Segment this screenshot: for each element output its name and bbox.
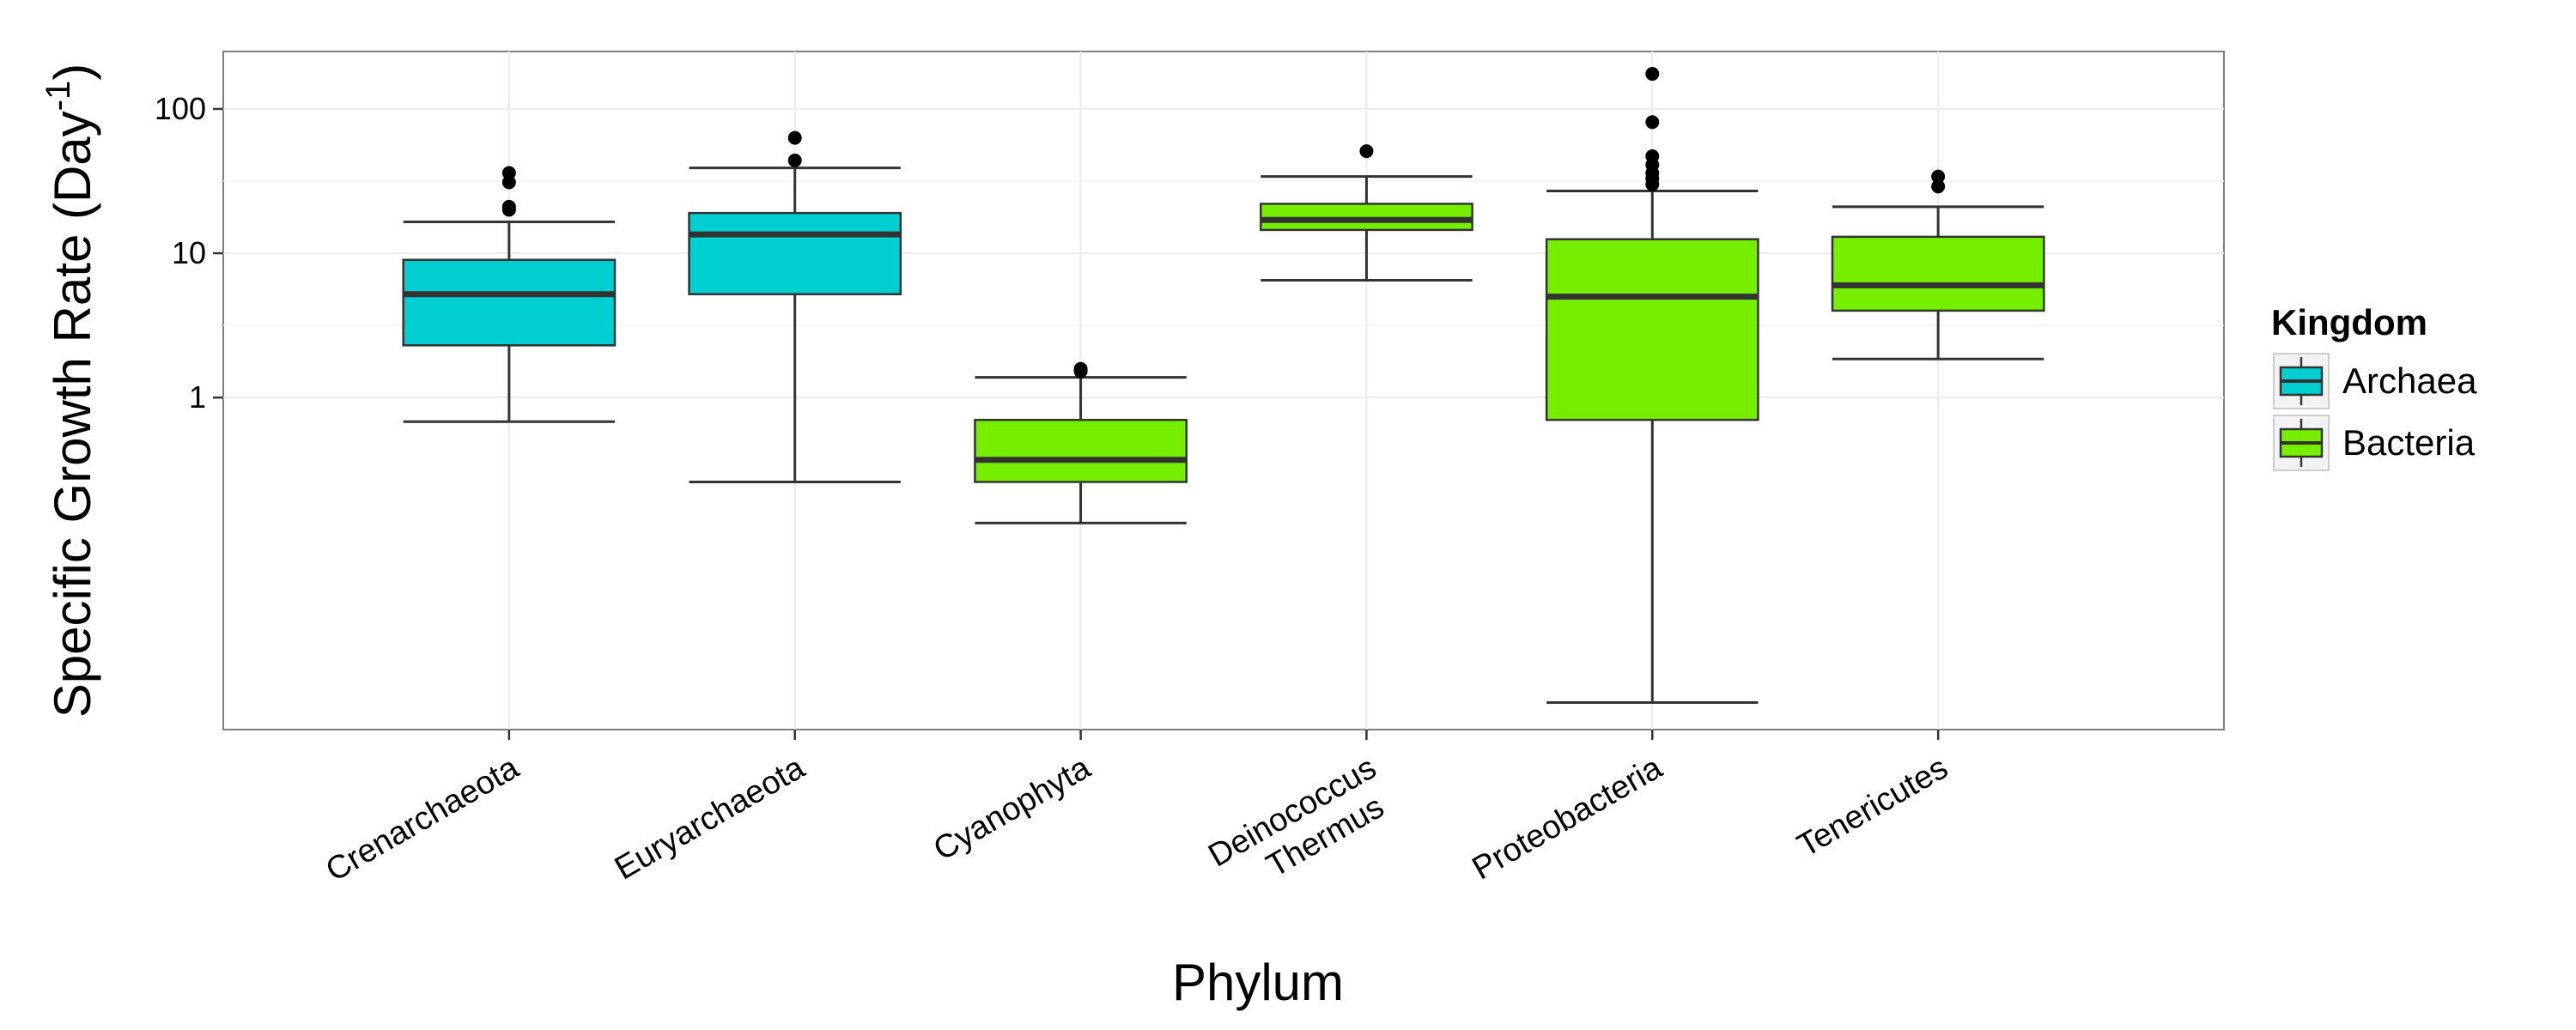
x-tick-label: Cyanophyta [927, 749, 1097, 868]
legend-key-bacteria: Bacteria [2273, 415, 2476, 471]
y-axis: 1 10 100 [155, 91, 223, 415]
x-tick-label-line: Crenarchaeota [320, 749, 526, 888]
outlier-point [787, 130, 802, 145]
outlier-point [1073, 361, 1088, 376]
outlier-point [501, 166, 516, 180]
outlier-point [1931, 179, 1946, 194]
outlier-point [1645, 67, 1660, 82]
box-iqr [1831, 235, 2045, 312]
y-axis-title-suffix: ) [44, 64, 101, 81]
y-tick-label: 10 [172, 235, 206, 270]
outlier-point [501, 199, 516, 214]
x-tick-label: Tenericutes [1791, 749, 1953, 864]
box-iqr [974, 418, 1188, 483]
outlier-point [1645, 115, 1660, 130]
box-iqr [1260, 203, 1473, 232]
y-axis-title-main: Specific Growth Rate (Day [44, 111, 101, 718]
box-deinococcus-thermus [1260, 144, 1473, 282]
x-tick-label-line: Euryarchaeota [609, 749, 811, 887]
x-tick-label: Crenarchaeota [320, 749, 526, 888]
y-tick-label: 100 [155, 91, 206, 126]
x-tick-label-line: Proteobacteria [1467, 749, 1669, 887]
x-tick-label: DeinococcusThermus [1203, 749, 1401, 906]
box-cyanophyta [974, 361, 1188, 524]
legend-key-archaea: Archaea [2273, 353, 2477, 409]
x-tick-label-line: Tenericutes [1791, 749, 1953, 864]
x-axis-title: Phylum [1172, 954, 1344, 1011]
legend: Kingdom Archaea Bacteria [2271, 302, 2477, 471]
legend-label-bacteria: Bacteria [2342, 422, 2476, 463]
box-iqr [688, 211, 902, 296]
plot-panel [222, 51, 2225, 730]
outlier-point [1931, 169, 1946, 184]
y-tick-label: 1 [189, 379, 206, 415]
x-tick-label: Proteobacteria [1467, 749, 1669, 887]
box-euryarchaeota [688, 130, 902, 484]
box-iqr [1545, 238, 1759, 421]
x-axis: Crenarchaeota Euryarchaeota Cyanophyta Dein… [320, 730, 1954, 906]
box-tenericutes [1831, 169, 2045, 360]
outlier-point [1645, 149, 1660, 164]
outlier-point [1359, 144, 1374, 159]
x-tick-label: Euryarchaeota [609, 749, 811, 887]
legend-label-archaea: Archaea [2342, 360, 2477, 401]
outlier-point [787, 153, 802, 167]
y-axis-title: Specific Growth Rate (Day-1) [39, 64, 101, 718]
box-iqr [402, 258, 617, 347]
legend-title: Kingdom [2271, 302, 2427, 342]
boxes [402, 67, 2045, 704]
box-crenarchaeota [402, 166, 617, 423]
x-tick-label-line: Cyanophyta [927, 749, 1097, 868]
box-proteobacteria [1545, 67, 1759, 704]
y-axis-title-superscript: -1 [39, 81, 77, 112]
